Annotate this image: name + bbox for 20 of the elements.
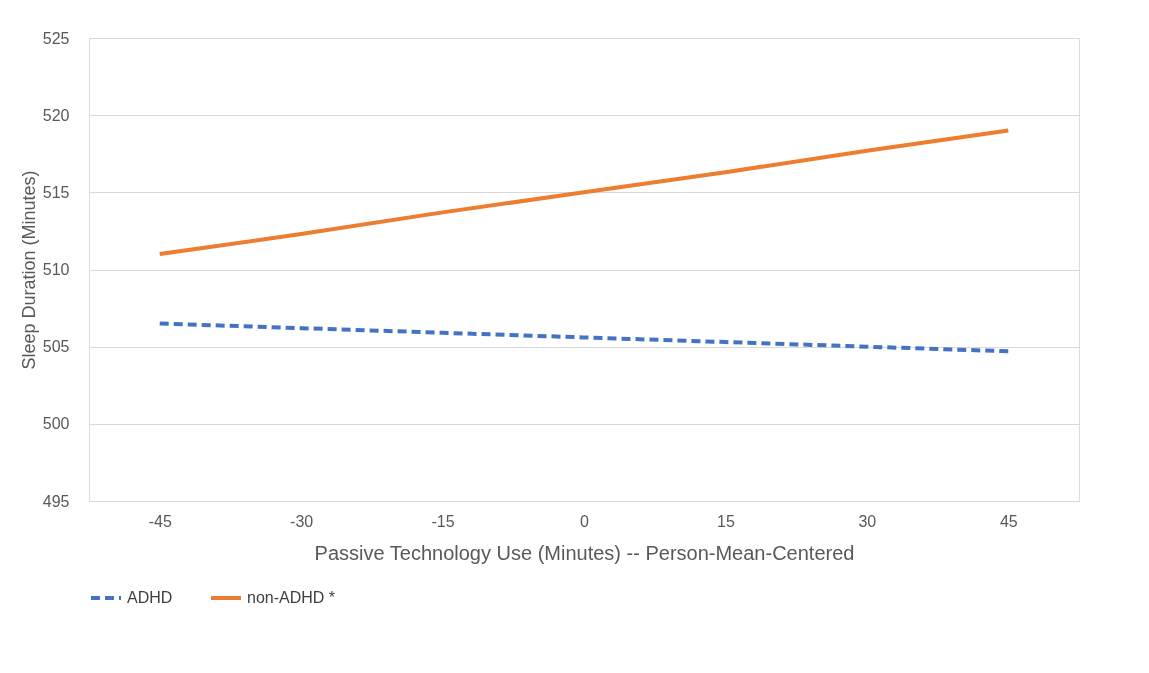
line-series (157, 321, 1011, 354)
x-tick-label: -30 (290, 512, 314, 530)
y-tick-label: 515 (42, 183, 70, 201)
x-tick-label: 15 (717, 512, 735, 530)
y-tick-label: 520 (42, 106, 70, 124)
x-tick-label: 30 (858, 512, 877, 530)
legend-label: non-ADHD * (247, 589, 336, 606)
y-axis-title: Sleep Duration (Minutes) (18, 170, 39, 370)
x-tick-label: 45 (999, 512, 1018, 530)
y-tick-label: 510 (42, 261, 70, 278)
y-tick-label: 505 (42, 338, 70, 356)
x-tick-label: -15 (431, 512, 455, 530)
legend-label: ADHD (127, 589, 173, 606)
x-tick-label: 0 (580, 512, 590, 530)
y-tick-label: 495 (42, 492, 70, 510)
x-axis-title: Passive Technology Use (Minutes) -- Person-Mean-Centered (314, 541, 855, 564)
line-series (157, 128, 1011, 257)
y-tick-label: 525 (42, 29, 70, 47)
y-tick-label: 500 (42, 415, 70, 433)
x-tick-label: -45 (148, 512, 172, 530)
